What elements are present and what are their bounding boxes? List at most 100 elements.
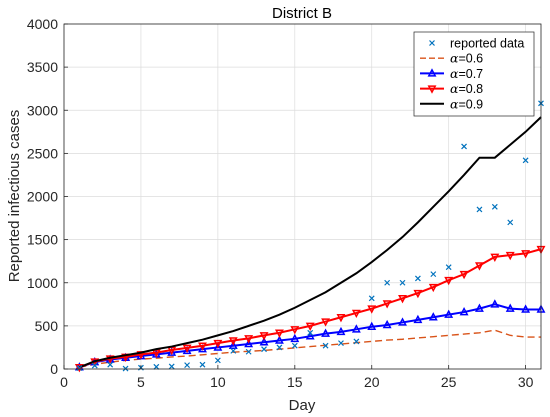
legend-label-2-value: =0.7 [458, 67, 483, 81]
series-0-point-21-stroke-b [399, 279, 406, 286]
series-0-point-23 [430, 271, 437, 278]
series-3-point-22 [413, 289, 423, 299]
x-tick-label-5: 25 [441, 374, 457, 390]
series-3-point-9 [213, 339, 223, 349]
series-0-point-23-stroke-b [430, 271, 437, 278]
x-tick-label-0: 0 [60, 374, 68, 390]
series-2-point-21 [398, 317, 407, 326]
series-3-point-13 [274, 329, 284, 338]
x-axis-label: Day [289, 397, 316, 414]
series-1-line [79, 329, 541, 368]
series-2-point-20 [382, 319, 392, 329]
legend-label-1: α=0.6 [450, 51, 483, 66]
series-0-point-26-stroke-b [476, 206, 483, 213]
series-0-point-10 [230, 347, 237, 354]
series-3-point-0 [74, 364, 84, 373]
series-0-point-7 [184, 362, 191, 369]
y-tick-label-7: 3500 [27, 59, 58, 75]
series-0-point-10-stroke-b [230, 347, 237, 354]
y-tick-label-4: 2000 [27, 189, 58, 205]
series-2-point-23 [428, 312, 438, 321]
series-3-line [79, 248, 542, 369]
series-0-point-15 [307, 329, 314, 336]
y-tick-label-8: 4000 [27, 16, 58, 32]
series-0-point-20-stroke-b [384, 279, 391, 286]
series-2-point-11 [244, 338, 254, 348]
series-0-point-12-stroke-b [261, 346, 267, 353]
x-tick-label-2: 10 [210, 374, 226, 390]
series-0-point-5 [153, 363, 160, 370]
y-tick-label-2: 1000 [27, 275, 58, 291]
series-0-point-29-stroke-b [522, 157, 529, 164]
series-3-point-11 [244, 335, 254, 344]
series-2-point-12 [259, 337, 269, 346]
series-3-point-29 [521, 250, 531, 259]
series-0-point-3 [122, 365, 129, 372]
x-tick-label-3: 15 [287, 374, 303, 390]
series-0-point-22-stroke-b [414, 275, 421, 282]
series-layer [74, 100, 546, 373]
legend-marker-3 [427, 85, 437, 94]
legend-marker-0-stroke-b [429, 40, 435, 46]
legend-label-3-symbol: α [450, 81, 459, 96]
x-tick-label-6: 30 [518, 374, 534, 390]
series-3-point-27 [490, 253, 500, 262]
y-tick-label-3: 1500 [27, 232, 58, 248]
series-0-point-28-stroke-b [507, 219, 514, 226]
series-2-point-25 [459, 306, 469, 316]
x-tick-label-1: 5 [137, 374, 145, 390]
x-tick-label-4: 20 [364, 374, 380, 390]
series-0-point-6 [168, 363, 175, 370]
series-0-point-13-stroke-b [276, 344, 283, 351]
series-3-point-10 [228, 337, 238, 346]
legend-label-2-symbol: α [450, 66, 459, 81]
series-2-point-8 [198, 344, 207, 353]
series-0-point-6-stroke-b [168, 363, 175, 370]
series-3-point-28 [505, 251, 515, 261]
series-0-point-8 [199, 361, 206, 368]
series-2-point-29 [521, 304, 531, 313]
series-2-point-22 [413, 314, 423, 324]
series-0-point-27 [491, 203, 498, 210]
legend-label-1-symbol: α [450, 51, 459, 66]
series-2-point-24 [444, 309, 454, 318]
series-3-point-25 [459, 270, 469, 280]
series-0-point-7-stroke-b [184, 362, 191, 369]
series-3-point-14 [290, 326, 300, 335]
series-2-point-9 [213, 342, 223, 351]
series-2-point-19 [367, 321, 377, 330]
legend-label-3-value: =0.8 [458, 82, 483, 96]
legend-label-4-symbol: α [450, 96, 459, 111]
series-0-point-22 [414, 275, 421, 282]
series-2-point-16 [321, 328, 331, 337]
series-0-point-9 [214, 357, 221, 364]
legend-label-3: α=0.8 [450, 81, 483, 96]
series-0-point-17-stroke-b [338, 340, 344, 347]
series-0-point-2 [107, 361, 114, 368]
y-tick-label-6: 3000 [27, 102, 58, 118]
series-3-point-26 [475, 262, 484, 271]
series-0-point-16 [322, 342, 329, 349]
series-0-point-14 [291, 342, 298, 349]
series-0-point-26 [476, 206, 483, 213]
series-0-point-20 [384, 279, 391, 286]
series-3-point-23 [428, 283, 438, 293]
series-3-point-24 [444, 276, 454, 286]
series-3-point-12 [259, 332, 269, 341]
series-3-point-16 [321, 318, 331, 327]
legend-label-1-value: =0.6 [458, 52, 483, 66]
series-2-point-10 [228, 340, 238, 349]
series-2-point-26 [475, 303, 484, 312]
series-2-line [79, 303, 541, 369]
legend-label-2: α=0.7 [450, 66, 483, 81]
series-2-point-17 [336, 326, 346, 336]
series-0-point-27-stroke-b [491, 203, 498, 210]
series-3-point-15 [305, 322, 315, 331]
series-0-point-11 [245, 348, 252, 355]
series-1 [79, 329, 541, 368]
y-axis-label: Reported infectious cases [6, 110, 23, 283]
y-tick-label-0: 0 [50, 361, 58, 377]
y-tick-label-1: 500 [35, 318, 59, 334]
